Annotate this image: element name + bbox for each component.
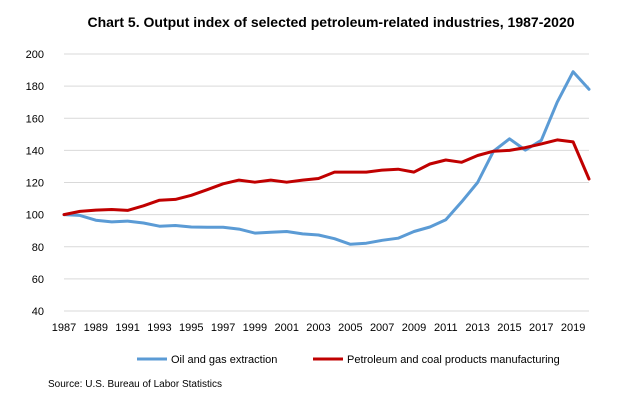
x-tick-label: 2011	[434, 322, 458, 334]
y-tick-label: 40	[32, 306, 44, 318]
legend-label: Oil and gas extraction	[171, 354, 277, 366]
x-tick-label: 1991	[115, 322, 139, 334]
x-tick-label: 1987	[52, 322, 76, 334]
legend: Oil and gas extraction Petroleum and coal…	[137, 354, 560, 366]
series-line-oil-gas-extraction	[62, 70, 591, 246]
x-tick-label: 2019	[561, 322, 585, 334]
series-lines	[62, 70, 591, 246]
y-tick-label: 60	[32, 274, 44, 286]
y-tick-label: 80	[32, 242, 44, 254]
gridlines	[64, 53, 589, 312]
x-tick-label: 1989	[84, 322, 108, 334]
x-tick-label: 2007	[370, 322, 394, 334]
x-tick-label: 1999	[243, 322, 267, 334]
y-tick-label: 100	[26, 210, 44, 222]
x-tick-label: 1993	[147, 322, 171, 334]
x-tick-label: 2015	[497, 322, 521, 334]
y-tick-label: 120	[26, 178, 44, 190]
x-tick-label: 2003	[306, 322, 330, 334]
x-tick-label: 2009	[402, 322, 426, 334]
y-tick-label: 180	[26, 81, 44, 93]
y-tick-label: 160	[26, 113, 44, 125]
x-axis: 1987 1989 1991 1993 1995 1997 1999 2001 2003 2005…	[52, 322, 586, 334]
x-tick-label: 2005	[338, 322, 362, 334]
x-tick-label: 2017	[529, 322, 553, 334]
y-axis: 40 60 80 100 120 140 160 180 200	[26, 49, 44, 318]
y-tick-label: 200	[26, 49, 44, 61]
x-tick-label: 2013	[465, 322, 489, 334]
y-tick-label: 140	[26, 145, 44, 157]
source-note: Source: U.S. Bureau of Labor Statistics	[48, 379, 222, 390]
x-tick-label: 1995	[179, 322, 203, 334]
x-tick-label: 2001	[274, 322, 298, 334]
chart-title: Chart 5. Output index of selected petrol…	[87, 14, 574, 30]
x-tick-label: 1997	[211, 322, 235, 334]
series-line-petroleum-coal-manufacturing	[62, 138, 591, 217]
legend-label: Petroleum and coal products manufacturin…	[347, 354, 560, 366]
